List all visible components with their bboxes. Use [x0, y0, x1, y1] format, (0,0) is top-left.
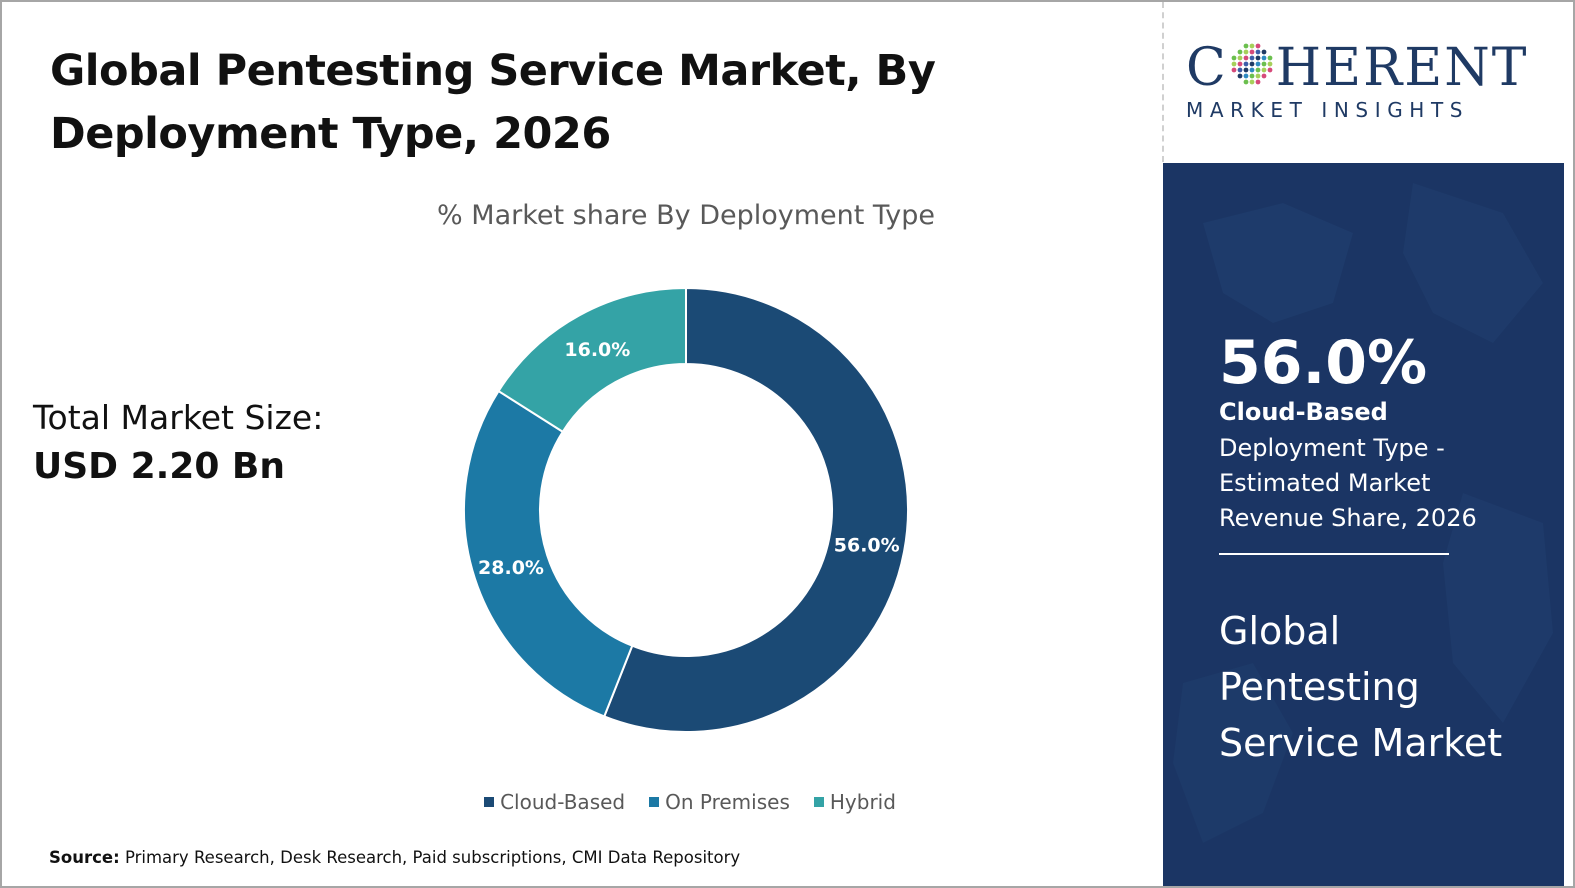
logo-letters-herent: HERENT — [1275, 38, 1529, 98]
chart-title: % Market share By Deployment Type — [437, 200, 935, 231]
legend-item: On Premises — [649, 790, 790, 814]
world-map-background-icon — [1173, 183, 1553, 843]
title-line-2: Deployment Type, 2026 — [50, 109, 611, 159]
logo-tagline: MARKET INSIGHTS — [1186, 98, 1470, 122]
company-logo: C HERENT MARKET INSIGHTS — [1186, 38, 1546, 128]
total-market-size: Total Market Size: USD 2.20 Bn — [33, 396, 323, 494]
source-note: Source: Primary Research, Desk Research,… — [49, 848, 740, 867]
title-line-1: Global Pentesting Service Market, By — [50, 46, 936, 96]
logo-wordmark: C HERENT — [1186, 38, 1546, 98]
slice-hybrid — [497, 286, 687, 434]
slice-cloud-based — [602, 286, 909, 733]
total-market-label: Total Market Size: — [33, 398, 324, 437]
logo-letter-c: C — [1186, 38, 1228, 98]
logo-dot-globe-icon — [1231, 43, 1273, 85]
highlight-percent: 56.0% — [1219, 328, 1428, 398]
legend-item: Cloud-Based — [484, 790, 625, 814]
legend-label: Hybrid — [829, 790, 896, 814]
market-name-line-1: Global — [1219, 609, 1341, 653]
page-title: Global Pentesting Service Market, By Dep… — [50, 40, 1050, 166]
market-name-line-2: Pentesting — [1219, 665, 1420, 709]
highlight-segment: Cloud-Based — [1219, 398, 1388, 426]
market-name-line-3: Service Market — [1219, 721, 1503, 765]
highlight-divider — [1219, 553, 1449, 555]
legend-label: On Premises — [665, 790, 790, 814]
highlight-panel: 56.0% Cloud-Based Deployment Type - Esti… — [1163, 163, 1564, 886]
legend-item: Hybrid — [813, 790, 896, 814]
source-text: Primary Research, Desk Research, Paid su… — [124, 848, 741, 867]
slice-label: 28.0% — [478, 557, 544, 579]
total-market-value: USD 2.20 Bn — [33, 446, 285, 487]
legend-label: Cloud-Based — [500, 790, 626, 814]
highlight-description: Deployment Type - Estimated Market Reven… — [1219, 434, 1477, 532]
slice-label: 56.0% — [834, 534, 900, 556]
slice-on-premises — [463, 389, 634, 718]
header-divider — [1162, 2, 1164, 162]
legend-swatch — [649, 797, 660, 807]
donut-chart: % Market share By Deployment Type 56.0% 2… — [437, 200, 935, 733]
slice-label: 16.0% — [564, 339, 630, 361]
highlight-market-name: Global Pentesting Service Market — [1219, 603, 1549, 771]
chart-legend: Cloud-Based On Premises Hybrid — [0, 790, 1380, 814]
legend-swatch — [484, 797, 495, 807]
legend-swatch — [813, 797, 824, 807]
source-label: Source: — [49, 848, 120, 867]
